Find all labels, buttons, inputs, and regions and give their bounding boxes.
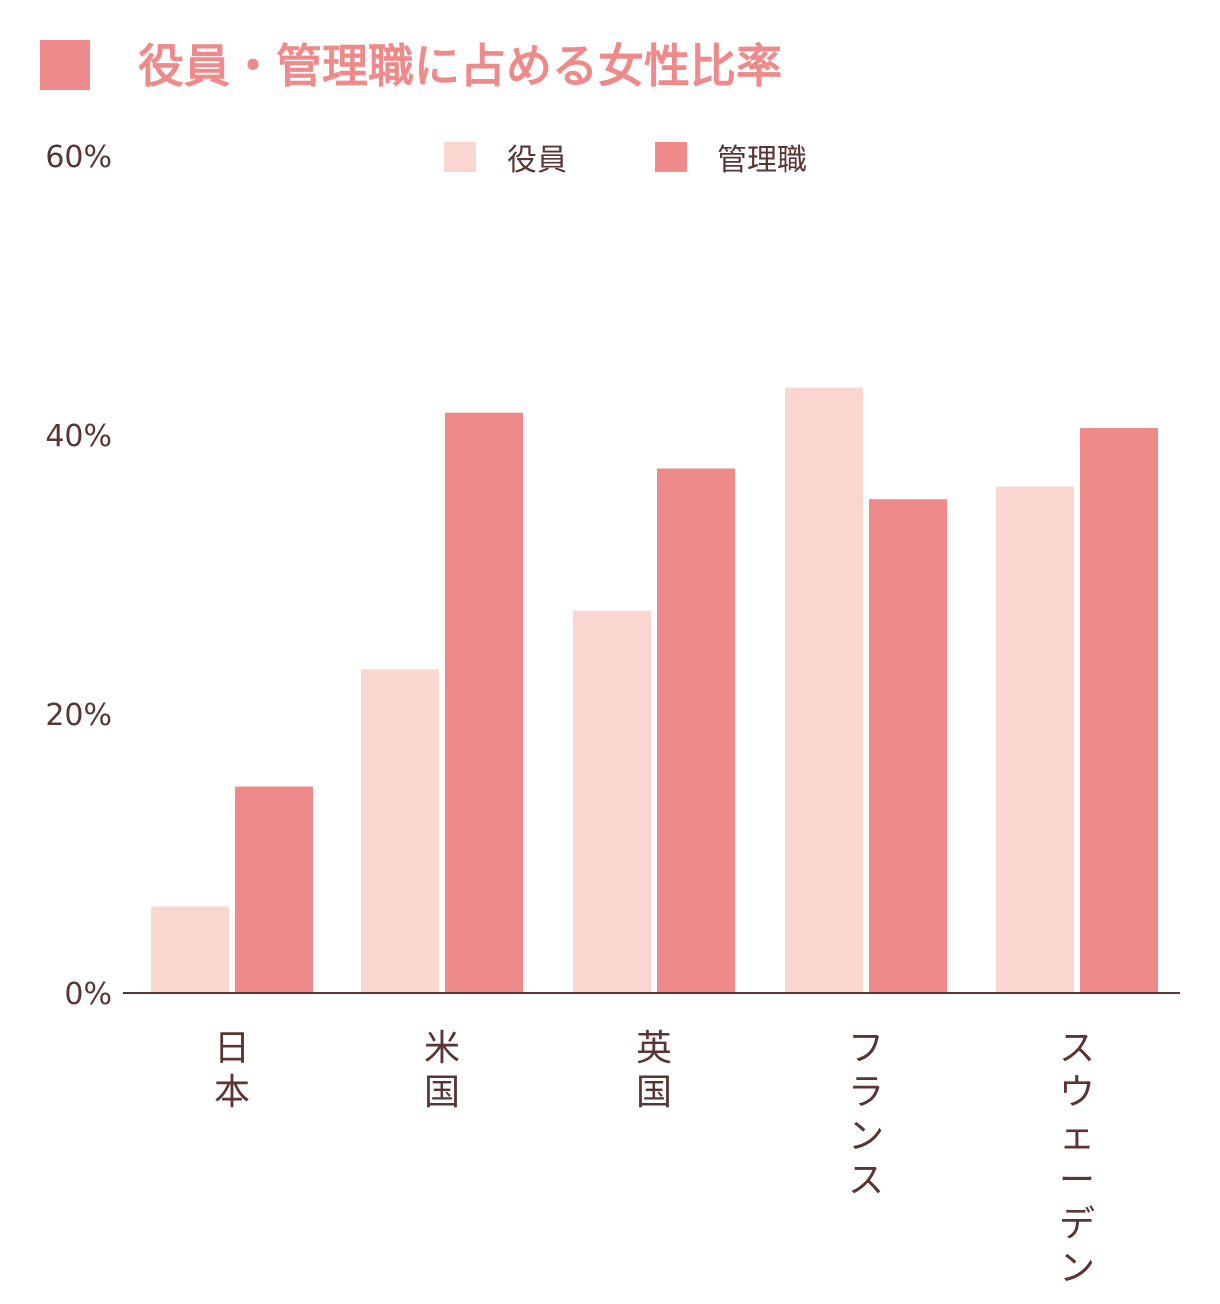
- legend: 役員 管理職: [444, 142, 807, 178]
- bar-officers: [996, 486, 1074, 993]
- legend-swatch-officers: [444, 142, 476, 172]
- x-axis-categories: 日本 米国 英国 フランス スウェーデン: [214, 1028, 1095, 1289]
- bar-managers: [869, 499, 947, 993]
- legend-swatch-managers: [655, 142, 687, 172]
- category-label: フランス: [848, 1028, 884, 1201]
- category-label: 日本: [214, 1028, 250, 1113]
- bars: [151, 387, 1158, 994]
- category-label: スウェーデン: [1059, 1028, 1095, 1289]
- bar-officers: [785, 387, 863, 993]
- title-marker: [40, 40, 90, 90]
- category-label: 米国: [424, 1028, 460, 1113]
- y-tick-label: 20%: [45, 698, 112, 733]
- bar-managers: [657, 468, 735, 994]
- category-label: 英国: [636, 1028, 672, 1113]
- legend-label-officers: 役員: [507, 143, 567, 178]
- bar-officers: [151, 906, 229, 993]
- bar-managers: [1080, 428, 1158, 993]
- y-tick-label: 0%: [64, 977, 112, 1012]
- chart-title: 役員・管理職に占める女性比率: [138, 39, 782, 93]
- y-axis-ticks: 0% 20% 40% 60%: [45, 140, 112, 1012]
- bar-managers: [445, 412, 523, 993]
- bar-managers: [235, 786, 313, 993]
- legend-label-managers: 管理職: [717, 143, 807, 178]
- y-tick-label: 60%: [45, 140, 112, 175]
- y-tick-label: 40%: [45, 419, 112, 454]
- bar-officers: [361, 669, 439, 993]
- bar-officers: [573, 610, 651, 993]
